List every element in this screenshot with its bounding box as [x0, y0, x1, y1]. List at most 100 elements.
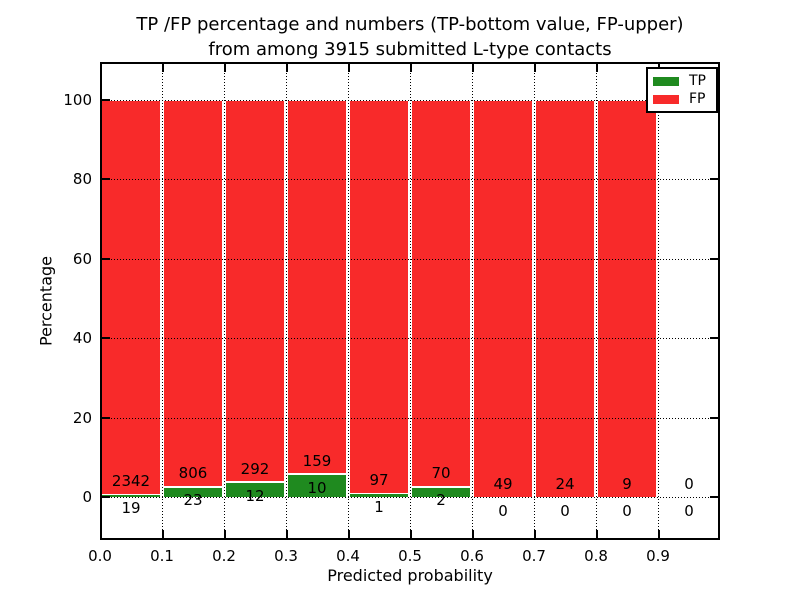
y-tick-mark	[102, 258, 110, 260]
y-tick-mark-right	[710, 496, 718, 498]
x-axis-label: Predicted probability	[327, 566, 493, 585]
x-tick-mark	[410, 530, 412, 538]
fp-bar-segment	[100, 99, 162, 494]
tp-count-label: 2	[436, 491, 446, 509]
fp-count-label: 97	[369, 471, 389, 489]
legend-entry-fp: FP	[653, 91, 711, 107]
fp-count-label: 9	[622, 475, 632, 493]
plot-area: 2342 19 806 23 292 12 159 10 97 1 70 2 49 0 24 0 9 0 0 0 0.0…	[88, 62, 720, 565]
top-spine	[100, 62, 720, 64]
chart-title: TP /FP percentage and numbers (TP-bottom…	[100, 12, 720, 62]
fp-count-label: 0	[684, 475, 694, 493]
fp-count-label: 49	[493, 475, 513, 493]
x-tick-label: 0.8	[584, 547, 608, 565]
fp-bar-segment	[534, 99, 596, 497]
right-spine	[718, 62, 720, 540]
tp-bar-segment	[162, 486, 224, 497]
chart-title-line2: from among 3915 submitted L-type contact…	[208, 39, 612, 60]
fp-bar-segment	[162, 99, 224, 486]
tp-legend-label: TP	[689, 73, 706, 89]
x-tick-label: 0.6	[460, 547, 484, 565]
grid-line-vertical	[348, 64, 349, 538]
y-tick-mark-right	[710, 337, 718, 339]
grid-line-vertical	[162, 64, 163, 538]
y-tick-mark	[102, 337, 110, 339]
x-tick-mark	[224, 530, 226, 538]
grid-line-vertical	[658, 64, 659, 538]
tp-count-label: 0	[498, 502, 508, 520]
x-tick-mark	[286, 530, 288, 538]
fp-bar-segment	[410, 99, 472, 486]
x-tick-mark	[100, 530, 102, 538]
x-tick-label: 0.4	[336, 547, 360, 565]
fp-legend-label: FP	[689, 91, 706, 107]
legend-box: TP FP	[646, 67, 718, 113]
fp-bar-segment	[348, 99, 410, 493]
x-tick-mark	[162, 530, 164, 538]
y-tick-mark	[102, 496, 110, 498]
fp-bar-segment	[224, 99, 286, 482]
tp-count-label: 0	[684, 502, 694, 520]
y-tick-label: 0	[82, 488, 92, 506]
grid-line-vertical	[224, 64, 225, 538]
x-tick-mark	[596, 530, 598, 538]
x-tick-mark-top	[162, 64, 164, 72]
y-tick-label: 40	[72, 329, 92, 347]
x-tick-mark-top	[472, 64, 474, 72]
x-tick-label: 0.5	[398, 547, 422, 565]
grid-line-horizontal	[102, 259, 718, 260]
x-tick-label: 0.1	[150, 547, 174, 565]
fp-bar-segment	[596, 99, 658, 497]
tp-bar-segment	[348, 493, 410, 497]
fp-legend-swatch	[653, 94, 679, 104]
x-tick-mark-top	[534, 64, 536, 72]
x-tick-mark	[472, 530, 474, 538]
fp-count-label: 24	[555, 475, 575, 493]
y-tick-mark	[102, 178, 110, 180]
left-spine	[100, 62, 102, 540]
y-tick-mark-right	[710, 417, 718, 419]
x-tick-mark-top	[286, 64, 288, 72]
tp-count-label: 10	[307, 479, 327, 497]
grid-line-vertical	[410, 64, 411, 538]
grid-line-horizontal	[102, 100, 718, 101]
x-tick-mark-top	[410, 64, 412, 72]
fp-count-label: 70	[431, 464, 451, 482]
fp-count-label: 159	[302, 452, 332, 470]
x-tick-mark-top	[100, 64, 102, 72]
tp-bar-segment	[286, 473, 348, 497]
tp-count-label: 0	[560, 502, 570, 520]
fp-count-label: 292	[240, 460, 270, 478]
grid-line-vertical	[472, 64, 473, 538]
y-tick-mark	[102, 99, 110, 101]
grid-line-vertical	[596, 64, 597, 538]
y-tick-mark-right	[710, 178, 718, 180]
grid-line-horizontal	[102, 418, 718, 419]
grid-line-vertical	[534, 64, 535, 538]
tp-bar-segment	[224, 481, 286, 497]
y-tick-label: 100	[63, 91, 92, 109]
grid-line-horizontal	[102, 179, 718, 180]
x-tick-mark	[534, 530, 536, 538]
x-tick-mark-top	[596, 64, 598, 72]
tp-legend-swatch	[653, 76, 679, 86]
x-tick-mark-top	[224, 64, 226, 72]
x-tick-label: 0.9	[646, 547, 670, 565]
grid-line-horizontal	[102, 497, 718, 498]
tp-count-label: 19	[121, 499, 141, 517]
x-tick-label: 0.2	[212, 547, 236, 565]
fp-bar-segment	[286, 99, 348, 474]
fp-count-label: 2342	[111, 472, 151, 490]
tp-count-label: 0	[622, 502, 632, 520]
tp-count-label: 12	[245, 487, 265, 505]
x-tick-label: 0.0	[88, 547, 112, 565]
bottom-spine	[100, 538, 720, 540]
legend-entry-tp: TP	[653, 73, 711, 89]
chart-title-line1: TP /FP percentage and numbers (TP-bottom…	[136, 14, 684, 35]
tp-count-label: 23	[183, 491, 203, 509]
x-tick-label: 0.3	[274, 547, 298, 565]
y-tick-label: 20	[72, 409, 92, 427]
grid-line-vertical	[286, 64, 287, 538]
x-tick-mark	[658, 530, 660, 538]
x-tick-mark	[348, 530, 350, 538]
